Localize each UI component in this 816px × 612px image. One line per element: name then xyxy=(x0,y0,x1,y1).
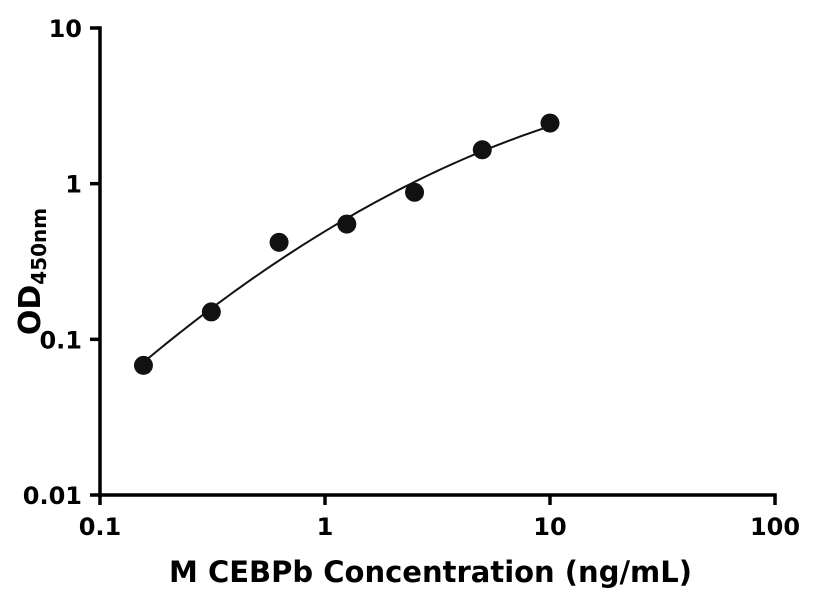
x-tick-label: 0.1 xyxy=(79,513,122,541)
data-point xyxy=(540,113,560,133)
data-point xyxy=(472,140,492,160)
x-tick-label: 1 xyxy=(317,513,334,541)
data-point xyxy=(201,302,221,322)
x-tick-label: 10 xyxy=(533,513,566,541)
data-point xyxy=(405,182,425,202)
y-tick-label: 0.01 xyxy=(23,482,82,510)
y-axis-title-main: OD xyxy=(13,285,48,335)
y-tick-label: 0.1 xyxy=(39,326,82,354)
data-point xyxy=(133,355,153,375)
y-tick-label: 1 xyxy=(65,171,82,199)
y-tick-label: 10 xyxy=(49,15,82,43)
x-axis-title: M CEBPb Concentration (ng/mL) xyxy=(169,555,692,589)
fit-curve xyxy=(135,125,551,370)
data-point xyxy=(269,232,289,252)
data-point xyxy=(337,214,357,234)
x-tick-label: 100 xyxy=(750,513,800,541)
y-axis-title-subscript: 450nm xyxy=(27,208,51,285)
y-axis-title: OD450nm xyxy=(13,208,51,335)
